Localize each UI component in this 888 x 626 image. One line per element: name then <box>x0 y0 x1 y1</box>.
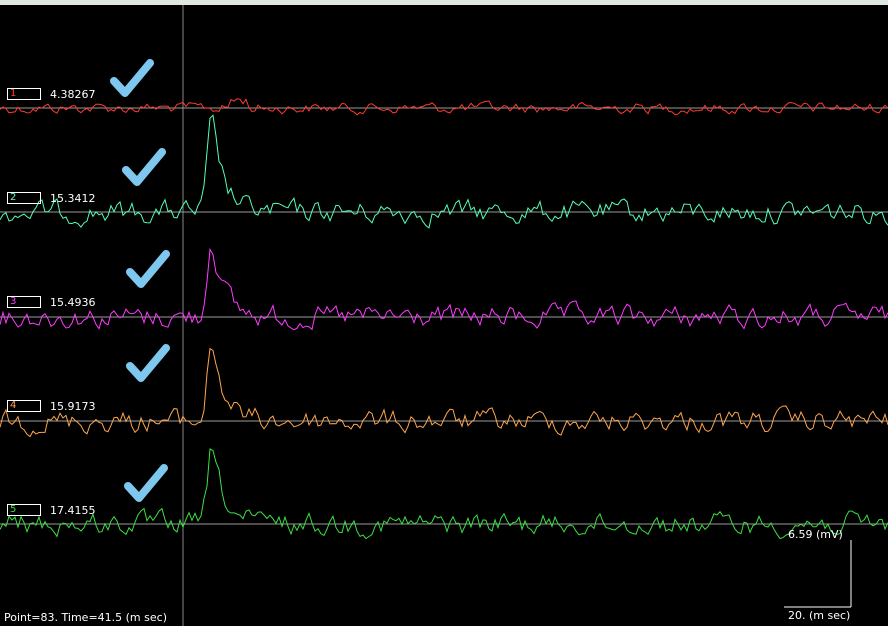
channel-3-value: 15.4936 <box>50 296 96 309</box>
channel-5-value: 17.4155 <box>50 504 96 517</box>
channel-4-label[interactable]: 4 <box>7 400 41 412</box>
channel-2-value: 15.3412 <box>50 192 96 205</box>
channel-1-value: 4.38267 <box>50 88 96 101</box>
channel-1-number: 1 <box>10 88 17 99</box>
channel-2-label[interactable]: 2 <box>7 192 41 204</box>
channel-2-trace[interactable] <box>0 114 888 229</box>
amplitude-scale-label: 6.59 (mV) <box>788 528 843 541</box>
channel-3-number: 3 <box>10 296 17 307</box>
scale-bar <box>784 540 852 608</box>
channel-4-trace[interactable] <box>0 347 888 438</box>
channel-3-label[interactable]: 3 <box>7 296 41 308</box>
channel-5-number: 5 <box>10 504 17 515</box>
channel-5-trace[interactable] <box>0 448 888 540</box>
status-readout: Point=83. Time=41.5 (m sec) <box>4 611 167 624</box>
channel-4-number: 4 <box>10 400 17 411</box>
channel-1-trace[interactable] <box>0 98 888 116</box>
check-icon[interactable] <box>108 57 156 101</box>
channel-2-number: 2 <box>10 192 17 203</box>
check-icon[interactable] <box>124 342 172 386</box>
channel-1-label[interactable]: 1 <box>7 88 41 100</box>
check-icon[interactable] <box>122 462 170 506</box>
channel-4-value: 15.9173 <box>50 400 96 413</box>
channel-5-label[interactable]: 5 <box>7 504 41 516</box>
check-icon[interactable] <box>120 146 168 190</box>
window-top-strip <box>0 0 888 5</box>
time-scale-label: 20. (m sec) <box>788 609 851 622</box>
traces <box>0 98 888 540</box>
channel-3-trace[interactable] <box>0 247 888 331</box>
check-icon[interactable] <box>124 248 172 292</box>
